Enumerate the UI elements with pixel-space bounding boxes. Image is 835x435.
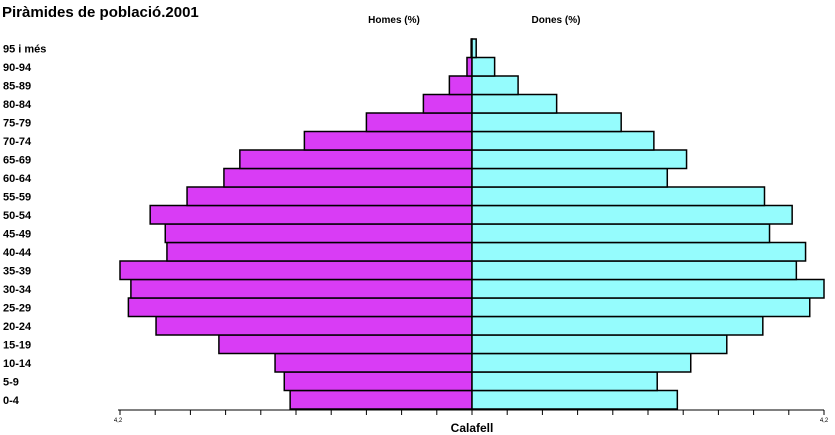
bar-homes [149, 204, 473, 225]
category-label: 30-34 [3, 284, 32, 296]
legend-dones: Dones (%) [532, 15, 581, 26]
bar-dones [471, 334, 728, 355]
bar-homes [274, 352, 473, 373]
category-label: 25-29 [3, 302, 31, 314]
bar-dones [471, 297, 811, 318]
bar-dones [471, 260, 798, 281]
bar-homes [186, 186, 473, 207]
category-label: 45-49 [3, 228, 31, 240]
tick-label-left: 4,2 [114, 418, 123, 424]
category-label: 50-54 [3, 210, 32, 222]
dones-bars [471, 38, 825, 410]
bar-dones [471, 371, 658, 392]
bar-homes [164, 223, 473, 244]
x-axis [118, 409, 825, 415]
bar-homes [166, 241, 473, 262]
bar-homes [466, 56, 473, 77]
bar-dones [471, 75, 519, 96]
bar-homes [303, 130, 473, 151]
bar-homes [119, 260, 473, 281]
bar-dones [471, 149, 688, 170]
bar-homes [130, 278, 473, 299]
bar-dones [471, 130, 655, 151]
tick-label-right: 4,2 [820, 418, 829, 424]
category-label: 35-39 [3, 265, 31, 277]
category-label: 70-74 [3, 136, 32, 148]
category-label: 15-19 [3, 339, 31, 351]
bar-dones [471, 315, 764, 336]
category-label: 65-69 [3, 154, 31, 166]
bar-dones [471, 56, 496, 77]
category-label: 60-64 [3, 173, 32, 185]
chart-title: Piràmides de població.2001 [2, 4, 199, 21]
category-label: 0-4 [3, 395, 20, 407]
bar-dones [471, 93, 558, 114]
bar-dones [471, 186, 766, 207]
legend-homes: Homes (%) [368, 15, 420, 26]
category-label: 10-14 [3, 358, 32, 370]
category-label: 80-84 [3, 99, 32, 111]
bar-homes [127, 297, 473, 318]
category-label: 20-24 [3, 321, 32, 333]
bar-homes [223, 167, 473, 188]
bar-homes [155, 315, 473, 336]
category-label: 95 i més [3, 43, 46, 55]
bar-dones [471, 38, 477, 59]
bar-homes [289, 389, 473, 410]
category-labels: 0-4 5-9 10-14 15-19 20-24 25-29 30-34 35-39 40-4… [3, 43, 46, 407]
bar-homes [283, 371, 473, 392]
bar-homes [422, 93, 473, 114]
bar-dones [471, 112, 622, 133]
bar-dones [471, 278, 825, 299]
homes-bars [119, 38, 473, 410]
category-label: 85-89 [3, 80, 31, 92]
bar-homes [365, 112, 473, 133]
bar-homes [218, 334, 473, 355]
bar-dones [471, 389, 679, 410]
bar-dones [471, 241, 807, 262]
category-label: 40-44 [3, 247, 32, 259]
bar-dones [471, 204, 793, 225]
bar-dones [471, 223, 771, 244]
bar-dones [471, 352, 692, 373]
category-label: 55-59 [3, 191, 31, 203]
category-label: 75-79 [3, 117, 31, 129]
bar-homes [239, 149, 473, 170]
x-axis-label: Calafell [451, 421, 494, 435]
bar-dones [471, 167, 669, 188]
category-label: 90-94 [3, 62, 32, 74]
bar-homes [448, 75, 473, 96]
category-label: 5-9 [3, 376, 19, 388]
